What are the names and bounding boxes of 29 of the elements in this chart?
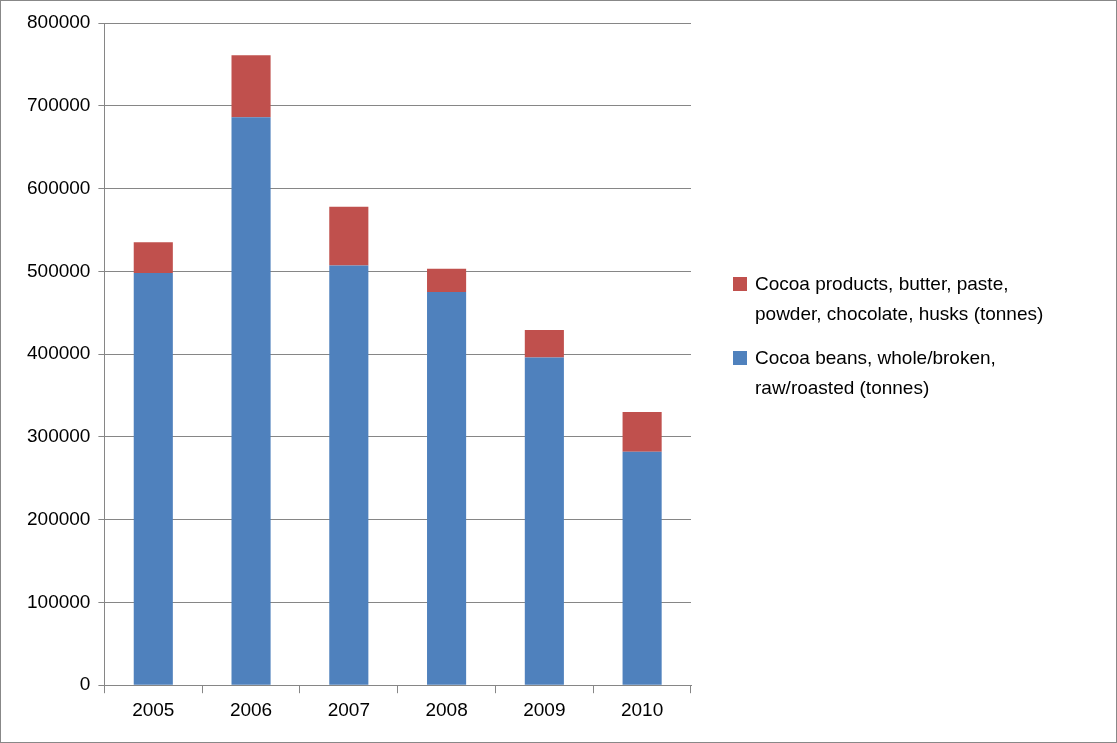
x-tick-label: 2009 bbox=[523, 698, 566, 720]
y-tick-label: 100000 bbox=[27, 590, 91, 612]
y-tick-label: 500000 bbox=[27, 259, 91, 281]
bar bbox=[133, 242, 173, 273]
bar bbox=[427, 292, 467, 685]
bar bbox=[133, 272, 173, 685]
y-tick-label: 800000 bbox=[27, 11, 91, 33]
bar bbox=[622, 451, 662, 685]
bar bbox=[524, 357, 564, 685]
y-tick-label: 300000 bbox=[27, 425, 91, 447]
legend-label: Cocoa beans, whole/broken, raw/roasted (tonnes) bbox=[755, 346, 997, 400]
bar bbox=[427, 268, 467, 293]
bar bbox=[622, 412, 662, 452]
y-tick-label: 700000 bbox=[27, 94, 91, 116]
x-tick-label: 2007 bbox=[327, 698, 370, 720]
bar bbox=[524, 330, 564, 358]
x-tick-label: 2005 bbox=[132, 698, 175, 720]
bar bbox=[231, 55, 271, 118]
y-tick-label: 0 bbox=[79, 673, 91, 695]
x-tick-label: 2006 bbox=[229, 698, 273, 720]
y-tick-label: 200000 bbox=[27, 507, 91, 529]
y-tick-label: 600000 bbox=[27, 176, 91, 198]
bar bbox=[329, 206, 369, 266]
y-tick-label: 400000 bbox=[27, 342, 91, 364]
bar bbox=[329, 265, 369, 685]
x-tick-label: 2010 bbox=[620, 698, 664, 720]
legend-label: Cocoa products, butter, paste, powder, chocolate, husks (tonnes) bbox=[755, 272, 1045, 326]
x-tick-label: 2008 bbox=[425, 698, 468, 720]
bar bbox=[231, 117, 271, 685]
